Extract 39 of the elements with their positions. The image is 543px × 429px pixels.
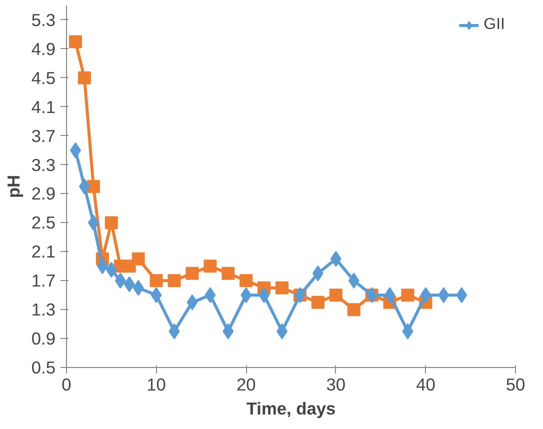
point [104,216,118,230]
x-tick-label: 40 [416,374,436,394]
y-tick-label: 3.7 [31,126,56,146]
x-tick-label: 10 [146,374,166,394]
y-tick-label: 0.9 [31,328,56,349]
point [186,266,199,280]
point [276,281,289,294]
y-tick-label: 2.5 [31,212,56,233]
x-tick-label: 0 [62,374,72,394]
x-tick-label: 30 [326,374,346,394]
y-tick-label: 0.5 [31,358,56,378]
legend-label: GII [484,16,505,34]
point [204,260,217,273]
point [401,288,414,302]
point [150,274,163,288]
y-tick-label: 4.9 [31,38,56,59]
y-tick-label: 5.3 [31,10,56,30]
point [78,178,90,194]
y-tick-label: 3.3 [31,154,56,175]
point [222,266,235,280]
y-tick-label: 2.1 [31,242,56,262]
y-tick-label: 1.7 [31,270,56,291]
x-tick-label: 50 [506,374,526,394]
point [132,252,145,266]
point [347,303,360,316]
y-tick-label: 2.9 [31,184,56,204]
point [68,35,82,48]
y-axis-title: pH [3,174,24,198]
y-tick-label: 4.5 [31,68,56,88]
point [78,71,91,84]
point [168,274,181,288]
y-tick-label: 4.1 [31,96,56,117]
point [311,296,324,309]
x-tick-label: 20 [236,374,256,394]
x-axis-title: Time, days [246,398,336,418]
point [240,274,253,288]
point [86,180,100,193]
point [329,288,342,302]
y-tick-label: 1.3 [31,300,56,320]
